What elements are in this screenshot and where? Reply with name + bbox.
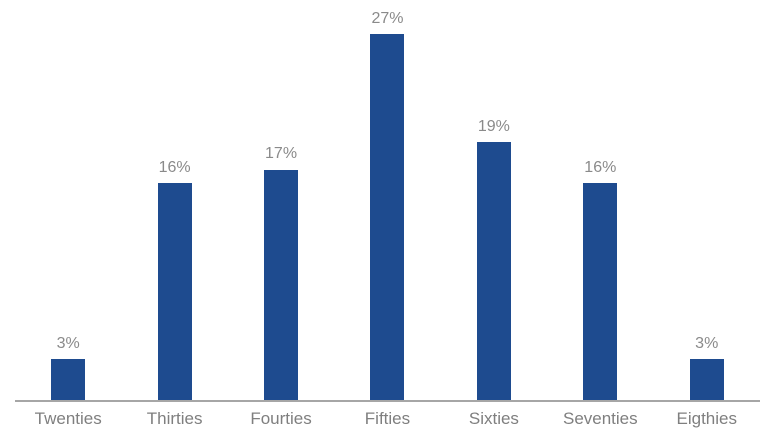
bar-slot: 16%	[121, 0, 227, 400]
x-axis-tick-label: Fifties	[364, 409, 411, 428]
x-axis-tick-label: Twenties	[34, 409, 102, 428]
bar-value-label: 16%	[158, 158, 191, 176]
bar-slot: 16%	[547, 0, 653, 400]
bar-slot: 19%	[441, 0, 547, 400]
bar	[370, 33, 405, 400]
bar	[264, 169, 299, 400]
bar-value-label: 16%	[584, 158, 617, 176]
x-axis: Twenties Thirties Fourties Fifties Sixties Se…	[15, 409, 760, 429]
bar-value-label: 19%	[477, 118, 510, 136]
x-axis-tick-label: Seventies	[562, 409, 638, 428]
x-axis-tick-label: Eigthies	[676, 409, 737, 428]
bar	[689, 359, 724, 400]
bar	[51, 359, 86, 400]
plot-area: 3% 16% 17% 27% 19% 16% 3%	[15, 0, 760, 400]
bar-slot: 3%	[654, 0, 760, 400]
bar-slot: 27%	[334, 0, 440, 400]
x-axis-line	[15, 400, 760, 402]
bar-slot: 3%	[15, 0, 121, 400]
bar-value-label: 27%	[371, 9, 404, 27]
bar	[476, 142, 511, 400]
bar	[583, 183, 618, 400]
bar	[157, 183, 192, 400]
bar-value-label: 3%	[56, 334, 80, 352]
bar-value-label: 3%	[695, 334, 719, 352]
x-axis-tick-label: Sixties	[468, 409, 519, 428]
bar-slot: 17%	[228, 0, 334, 400]
x-axis-tick-label: Fourties	[250, 409, 312, 428]
bar-value-label: 17%	[265, 145, 298, 163]
x-axis-tick-label: Thirties	[146, 409, 203, 428]
